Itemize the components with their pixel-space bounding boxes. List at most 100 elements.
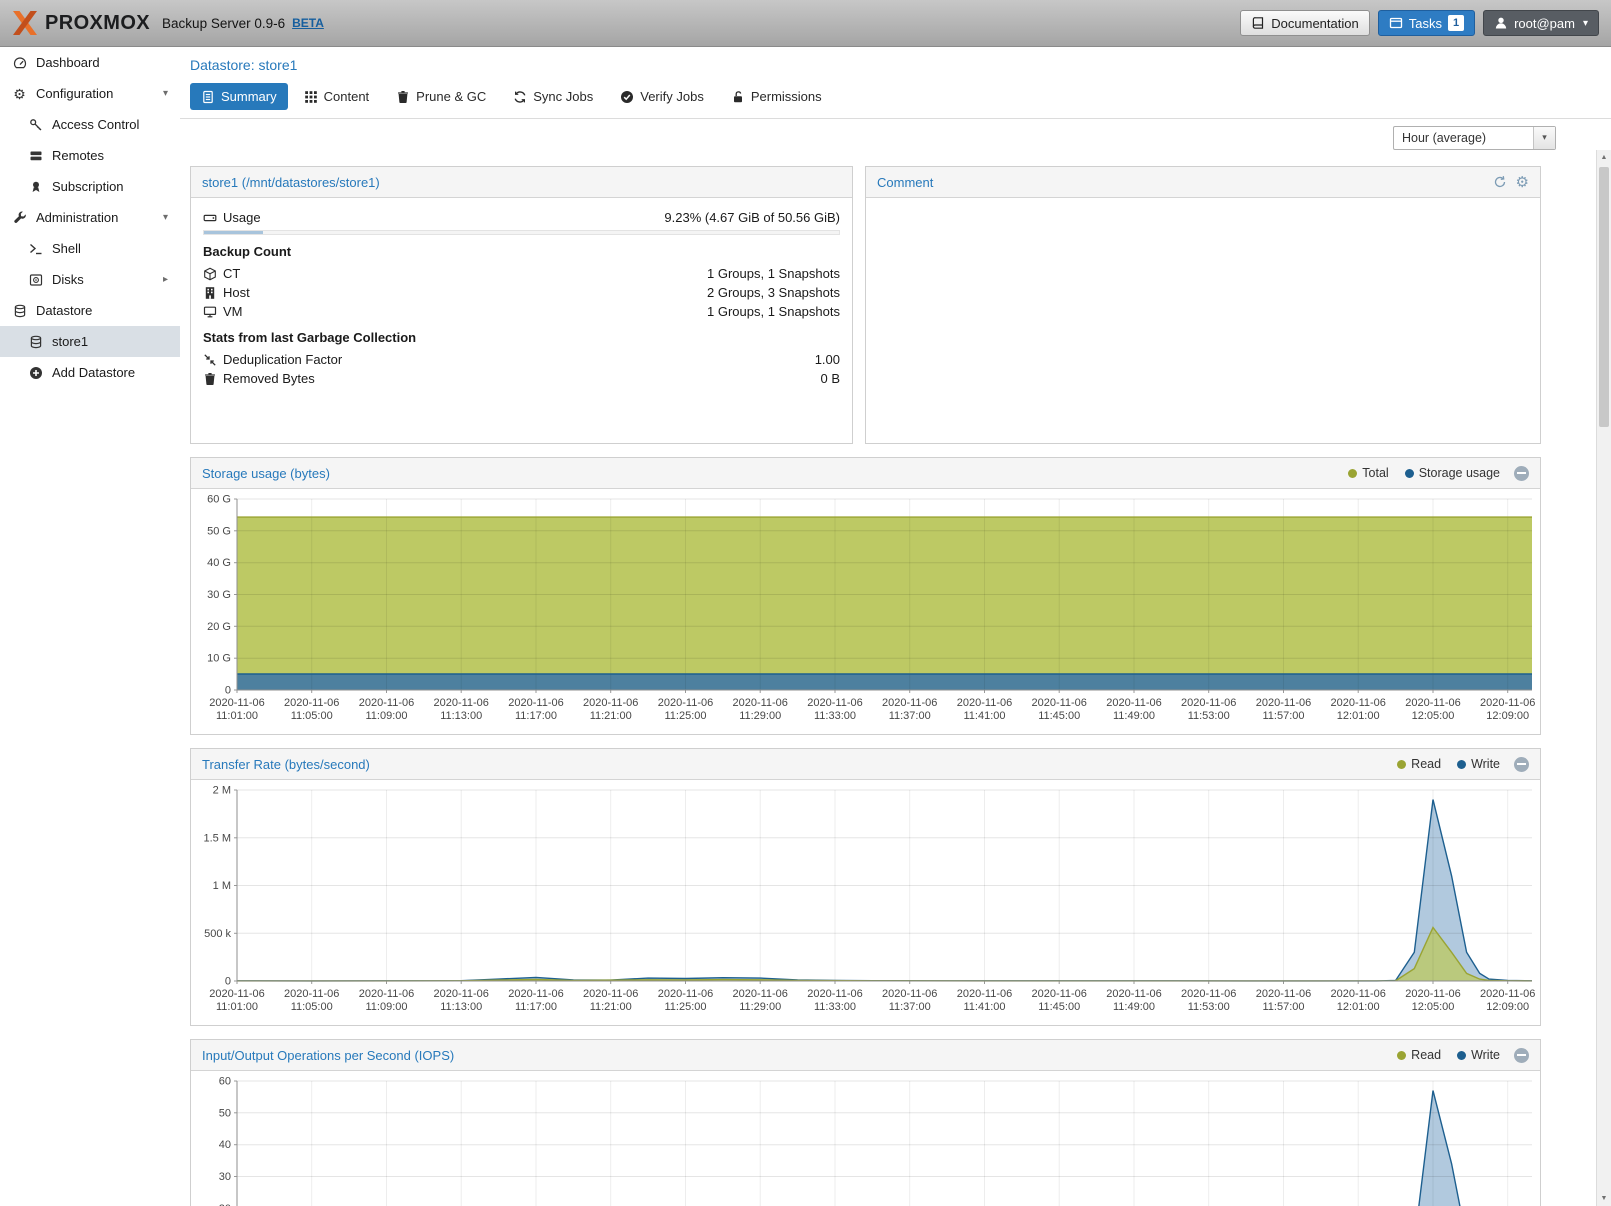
svg-text:2020-11-06: 2020-11-06 xyxy=(1330,988,1385,1000)
tab-label: Content xyxy=(323,89,370,104)
svg-text:2020-11-06: 2020-11-06 xyxy=(1480,697,1535,709)
chart-panel-header: Input/Output Operations per Second (IOPS… xyxy=(191,1040,1540,1071)
chevron-down-icon[interactable]: ▾ xyxy=(162,212,168,223)
vertical-scrollbar[interactable]: ▲ ▼ xyxy=(1596,150,1611,1206)
beta-link[interactable]: BETA xyxy=(292,16,324,30)
sidebar-item-add-datastore[interactable]: Add Datastore xyxy=(0,357,180,388)
refresh-icon[interactable] xyxy=(1493,175,1507,189)
tab-summary[interactable]: Summary xyxy=(190,83,288,110)
chart-panel-storage-usage: Storage usage (bytes) Total Storage usage 2… xyxy=(190,457,1541,735)
sidebar-item-shell[interactable]: Shell xyxy=(0,233,180,264)
chevron-down-icon[interactable]: ▾ xyxy=(1533,126,1555,149)
legend-write[interactable]: Write xyxy=(1457,757,1500,771)
svg-text:2020-11-06: 2020-11-06 xyxy=(1405,697,1460,709)
trash-icon xyxy=(396,90,410,104)
svg-text:0: 0 xyxy=(225,685,231,697)
svg-text:0: 0 xyxy=(225,976,231,988)
legend-dot-icon xyxy=(1397,1050,1407,1060)
sidebar-item-dashboard[interactable]: Dashboard xyxy=(0,47,180,78)
tab-label: Sync Jobs xyxy=(533,89,594,104)
svg-text:20: 20 xyxy=(219,1203,231,1206)
sidebar-item-access-control[interactable]: Access Control xyxy=(0,109,180,140)
legend-read[interactable]: Read xyxy=(1397,1048,1441,1062)
scroll-down-button[interactable]: ▼ xyxy=(1600,1195,1608,1202)
svg-text:11:09:00: 11:09:00 xyxy=(365,710,407,722)
tasks-button[interactable]: Tasks 1 xyxy=(1377,10,1476,36)
backup-count-title: Backup Count xyxy=(203,244,292,259)
chevron-down-icon[interactable]: ▾ xyxy=(162,88,168,99)
svg-text:11:41:00: 11:41:00 xyxy=(963,1001,1005,1013)
collapse-icon[interactable] xyxy=(1514,465,1529,481)
svg-text:11:13:00: 11:13:00 xyxy=(440,710,482,722)
tab-verify-jobs[interactable]: Verify Jobs xyxy=(609,83,715,110)
timeframe-value: Hour (average) xyxy=(1402,130,1487,145)
status-row-label: Host xyxy=(223,285,250,300)
svg-text:11:01:00: 11:01:00 xyxy=(216,710,258,722)
tab-sync-jobs[interactable]: Sync Jobs xyxy=(502,83,604,110)
svg-text:2020-11-06: 2020-11-06 xyxy=(882,697,937,709)
sidebar-item-datastore[interactable]: Datastore xyxy=(0,295,180,326)
svg-text:11:53:00: 11:53:00 xyxy=(1188,1001,1230,1013)
user-menu-button[interactable]: root@pam ▾ xyxy=(1483,10,1599,36)
svg-text:2020-11-06: 2020-11-06 xyxy=(433,988,488,1000)
status-row-value: 1 Groups, 1 Snapshots xyxy=(707,266,840,281)
sidebar-item-remotes[interactable]: Remotes xyxy=(0,140,180,171)
status-row-deduplication-factor: Deduplication Factor 1.00 xyxy=(203,350,840,369)
sidebar-item-label: Dashboard xyxy=(36,55,100,70)
tab-content[interactable]: Content xyxy=(293,83,381,110)
svg-text:11:21:00: 11:21:00 xyxy=(590,710,632,722)
svg-text:11:49:00: 11:49:00 xyxy=(1113,710,1155,722)
tab-label: Permissions xyxy=(750,89,822,104)
svg-text:11:49:00: 11:49:00 xyxy=(1113,1001,1155,1013)
svg-text:40: 40 xyxy=(219,1139,231,1151)
legend-read[interactable]: Read xyxy=(1397,757,1441,771)
svg-text:20 G: 20 G xyxy=(207,621,231,633)
sidebar-item-store1[interactable]: store1 xyxy=(0,326,180,357)
chart-panel-transfer-rate: Transfer Rate (bytes/second) Read Write 202… xyxy=(190,748,1541,1026)
status-row-value: 1.00 xyxy=(814,352,840,367)
chevron-right-icon[interactable]: ▸ xyxy=(162,274,168,285)
sidebar-item-configuration[interactable]: ⚙ Configuration ▾ xyxy=(0,78,180,109)
servers-icon xyxy=(26,149,45,163)
legend-label: Read xyxy=(1411,757,1442,771)
svg-text:50 G: 50 G xyxy=(207,525,231,537)
wrench-icon xyxy=(10,210,29,225)
svg-text:11:09:00: 11:09:00 xyxy=(365,1001,407,1013)
svg-text:2020-11-06: 2020-11-06 xyxy=(1106,988,1161,1000)
legend-label: Storage usage xyxy=(1418,466,1500,480)
charts-container: Storage usage (bytes) Total Storage usage 2… xyxy=(190,457,1541,1206)
status-row-value: 0 B xyxy=(820,371,840,386)
sidebar-item-administration[interactable]: Administration ▾ xyxy=(0,202,180,233)
gear-icon[interactable]: ⚙ xyxy=(1515,173,1529,191)
collapse-icon[interactable] xyxy=(1514,1047,1529,1063)
legend-total[interactable]: Total xyxy=(1348,466,1389,480)
status-row-value: 2 Groups, 3 Snapshots xyxy=(707,285,840,300)
legend-write[interactable]: Write xyxy=(1457,1048,1500,1062)
status-row-value: 1 Groups, 1 Snapshots xyxy=(707,304,840,319)
svg-text:11:41:00: 11:41:00 xyxy=(963,710,1005,722)
collapse-icon[interactable] xyxy=(1514,756,1529,772)
svg-text:10 G: 10 G xyxy=(207,653,231,665)
svg-text:60 G: 60 G xyxy=(207,494,231,506)
sidebar-item-label: Subscription xyxy=(52,179,124,194)
tab-permissions[interactable]: Permissions xyxy=(720,83,833,110)
status-row-ct: CT 1 Groups, 1 Snapshots xyxy=(203,264,840,283)
timeframe-select[interactable]: Hour (average) ▾ xyxy=(1393,125,1556,150)
documentation-button[interactable]: Documentation xyxy=(1240,10,1370,36)
comment-panel-title: Comment xyxy=(877,174,934,190)
comment-content[interactable] xyxy=(866,198,1540,443)
sidebar-item-disks[interactable]: Disks ▸ xyxy=(0,264,180,295)
tab-prune-gc[interactable]: Prune & GC xyxy=(385,83,497,110)
tab-label: Verify Jobs xyxy=(640,89,704,104)
sidebar-item-subscription[interactable]: Subscription xyxy=(0,171,180,202)
legend-storage-usage[interactable]: Storage usage xyxy=(1404,466,1500,480)
scroll-up-button[interactable]: ▲ xyxy=(1600,154,1608,161)
status-row-label: Deduplication Factor xyxy=(223,352,343,367)
svg-text:11:17:00: 11:17:00 xyxy=(515,710,557,722)
scrollbar-thumb[interactable] xyxy=(1599,167,1609,427)
svg-text:2020-11-06: 2020-11-06 xyxy=(1256,988,1311,1000)
chart-title: Storage usage (bytes) xyxy=(202,465,330,481)
hdd-icon xyxy=(26,273,45,287)
status-row-vm: VM 1 Groups, 1 Snapshots xyxy=(203,302,840,321)
page-header: Datastore: store1 xyxy=(180,47,1611,81)
